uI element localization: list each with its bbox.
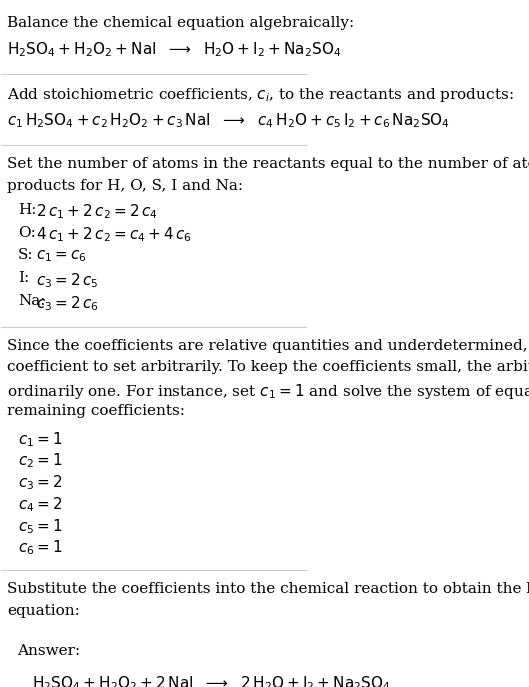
Text: remaining coefficients:: remaining coefficients: — [7, 404, 186, 418]
Text: Na:: Na: — [18, 294, 45, 308]
Text: H:: H: — [18, 203, 37, 216]
Text: Answer:: Answer: — [16, 644, 80, 658]
Text: coefficient to set arbitrarily. To keep the coefficients small, the arbitrary va: coefficient to set arbitrarily. To keep … — [7, 361, 529, 374]
Text: $c_1 = c_6$: $c_1 = c_6$ — [37, 249, 87, 264]
Text: $\mathrm{H_2SO_4} + \mathrm{H_2O_2} + 2\,\mathrm{NaI}$  $\longrightarrow$  $2\,\: $\mathrm{H_2SO_4} + \mathrm{H_2O_2} + 2\… — [32, 675, 390, 687]
Text: ordinarily one. For instance, set $c_1 = 1$ and solve the system of equations fo: ordinarily one. For instance, set $c_1 =… — [7, 382, 529, 401]
Text: I:: I: — [18, 271, 30, 285]
Text: Add stoichiometric coefficients, $c_i$, to the reactants and products:: Add stoichiometric coefficients, $c_i$, … — [7, 87, 514, 104]
Text: $c_3 = 2\,c_6$: $c_3 = 2\,c_6$ — [37, 294, 99, 313]
Text: equation:: equation: — [7, 604, 80, 618]
Text: products for H, O, S, I and Na:: products for H, O, S, I and Na: — [7, 179, 244, 193]
FancyBboxPatch shape — [4, 627, 230, 687]
Text: $c_5 = 1$: $c_5 = 1$ — [18, 517, 63, 536]
Text: Balance the chemical equation algebraically:: Balance the chemical equation algebraica… — [7, 16, 355, 30]
Text: $c_1\,\mathrm{H_2SO_4} + c_2\,\mathrm{H_2O_2} + c_3\,\mathrm{NaI}$  $\longrighta: $c_1\,\mathrm{H_2SO_4} + c_2\,\mathrm{H_… — [7, 111, 451, 130]
Text: $c_6 = 1$: $c_6 = 1$ — [18, 539, 63, 557]
Text: S:: S: — [18, 249, 34, 262]
Text: O:: O: — [18, 225, 36, 240]
Text: $c_2 = 1$: $c_2 = 1$ — [18, 451, 63, 471]
Text: $4\,c_1 + 2\,c_2 = c_4 + 4\,c_6$: $4\,c_1 + 2\,c_2 = c_4 + 4\,c_6$ — [37, 225, 193, 244]
Text: $c_1 = 1$: $c_1 = 1$ — [18, 430, 63, 449]
Text: $c_3 = 2\,c_5$: $c_3 = 2\,c_5$ — [37, 271, 99, 290]
Text: $2\,c_1 + 2\,c_2 = 2\,c_4$: $2\,c_1 + 2\,c_2 = 2\,c_4$ — [37, 203, 158, 221]
Text: Since the coefficients are relative quantities and underdetermined, choose a: Since the coefficients are relative quan… — [7, 339, 529, 352]
Text: $\mathrm{H_2SO_4} + \mathrm{H_2O_2} + \mathrm{NaI}$  $\longrightarrow$  $\mathrm: $\mathrm{H_2SO_4} + \mathrm{H_2O_2} + \m… — [7, 41, 342, 59]
Text: Substitute the coefficients into the chemical reaction to obtain the balanced: Substitute the coefficients into the che… — [7, 582, 529, 596]
Text: $c_4 = 2$: $c_4 = 2$ — [18, 495, 62, 514]
Text: Set the number of atoms in the reactants equal to the number of atoms in the: Set the number of atoms in the reactants… — [7, 157, 529, 171]
Text: $c_3 = 2$: $c_3 = 2$ — [18, 473, 62, 492]
